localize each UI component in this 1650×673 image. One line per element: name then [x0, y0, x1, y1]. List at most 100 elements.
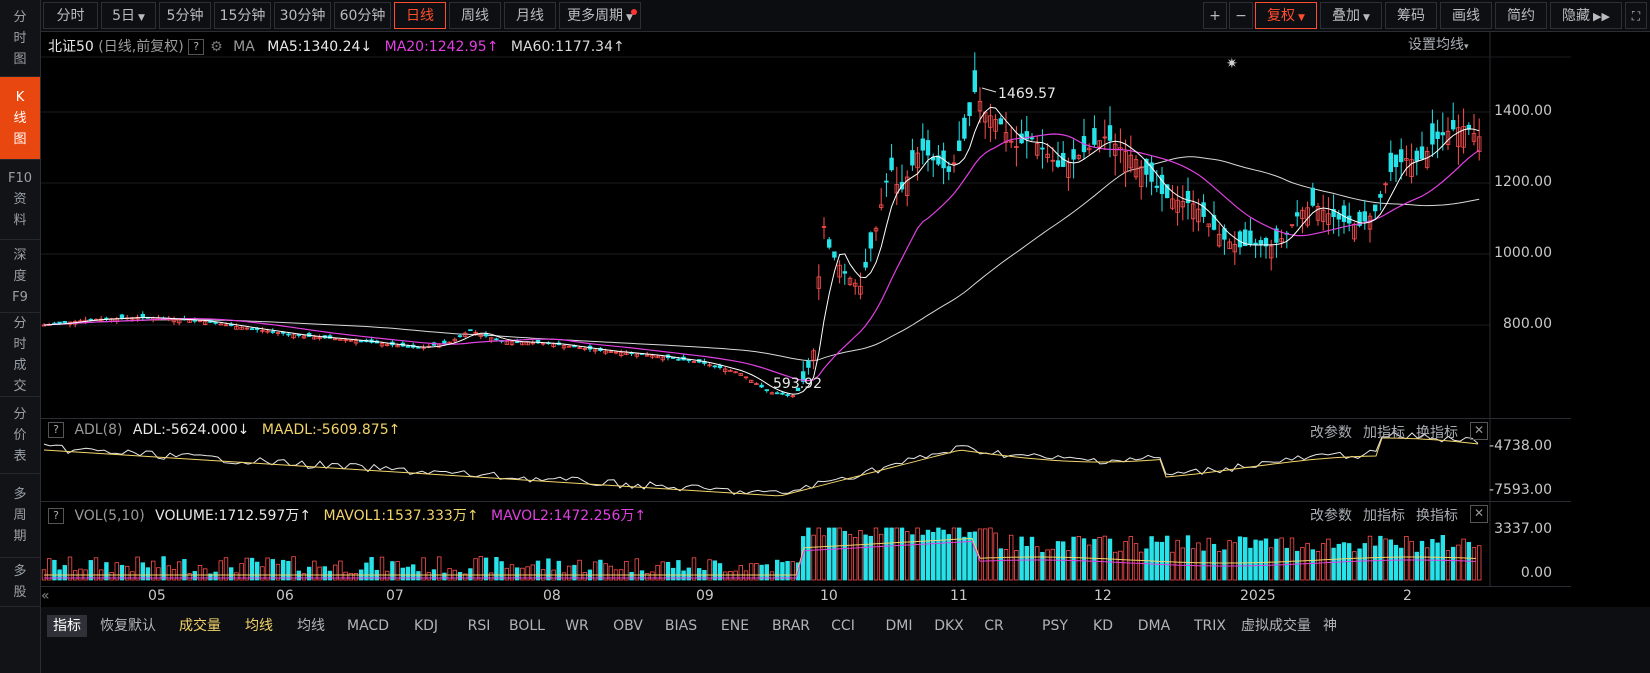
- hide-button[interactable]: 隐藏 ▶▶: [1550, 2, 1622, 29]
- indicator-tab-2[interactable]: 成交量: [179, 618, 221, 634]
- period-tab-weekly[interactable]: 周线: [449, 2, 501, 29]
- help-icon[interactable]: ?: [188, 39, 205, 55]
- vol-name: VOL(5,10): [74, 508, 145, 524]
- ma-settings-button[interactable]: 设置均线▾: [1408, 34, 1469, 54]
- indicator-tab-12[interactable]: ENE: [720, 618, 750, 634]
- period-tab-15min[interactable]: 15分钟: [214, 2, 271, 29]
- sidebar-item-1[interactable]: K 线 图: [0, 77, 40, 160]
- indicator-tab-13[interactable]: BRAR: [771, 618, 811, 634]
- period-tab-60min[interactable]: 60分钟: [334, 2, 391, 29]
- scroll-left-icon[interactable]: «: [41, 588, 50, 604]
- indicator-tab-20[interactable]: DMA: [1137, 618, 1171, 634]
- vol-switch-indicator-button[interactable]: 换指标: [1416, 508, 1458, 524]
- sidebar-item-7[interactable]: 多 股: [0, 558, 40, 607]
- tab-label: 60分钟: [339, 8, 386, 24]
- gear-icon[interactable]: ⚙: [210, 39, 223, 55]
- period-tab-daily[interactable]: 日线: [394, 2, 446, 29]
- sidebar-item-4[interactable]: 分 时 成 交: [0, 313, 40, 397]
- volume-bar: [140, 562, 145, 581]
- volume-bar: [785, 560, 790, 581]
- sidebar-item-6[interactable]: 多 周 期: [0, 474, 40, 558]
- candle-body: [717, 365, 723, 369]
- indicator-tab-10[interactable]: OBV: [613, 618, 643, 634]
- indicator-tab-18[interactable]: PSY: [1042, 618, 1068, 634]
- candle-body: [119, 314, 125, 319]
- indicator-tab-22[interactable]: 虚拟成交量: [1241, 618, 1311, 634]
- adl-add-indicator-button[interactable]: 加指标: [1363, 425, 1405, 441]
- volume-bar: [509, 564, 515, 581]
- simple-mode-button[interactable]: 简约: [1495, 2, 1547, 29]
- candle-body: [811, 350, 816, 361]
- overlay-button[interactable]: 叠加 ▼: [1320, 2, 1382, 29]
- candle-body: [1279, 238, 1284, 243]
- candle-body: [275, 332, 281, 334]
- zoom-in-button[interactable]: +: [1203, 2, 1227, 29]
- adl-switch-indicator-button[interactable]: 换指标: [1416, 425, 1458, 441]
- volume-bar: [1295, 550, 1300, 581]
- volume-bar: [1445, 550, 1451, 581]
- vol-add-indicator-button[interactable]: 加指标: [1363, 508, 1405, 524]
- volume-bar: [1040, 551, 1045, 581]
- button-label: 简约: [1507, 8, 1535, 24]
- zoom-out-button[interactable]: −: [1229, 2, 1253, 29]
- period-tab-5min[interactable]: 5分钟: [159, 2, 211, 29]
- volume-bar: [1404, 536, 1409, 581]
- tab-label: 5日: [112, 8, 135, 24]
- adl-close-icon[interactable]: ✕: [1470, 422, 1488, 440]
- period-tab-5day[interactable]: 5日 ▼: [101, 2, 156, 29]
- indicator-tab-9[interactable]: WR: [565, 618, 589, 634]
- sidebar-item-3[interactable]: 深 度 F9: [0, 240, 40, 313]
- candle-body: [1404, 158, 1409, 161]
- candle-body: [223, 324, 229, 327]
- volume-bar: [962, 536, 967, 581]
- indicator-tab-4[interactable]: 均线: [297, 618, 325, 634]
- period-tab-intraday[interactable]: 分时: [43, 2, 98, 29]
- period-tab-monthly[interactable]: 月线: [504, 2, 556, 29]
- volume-bar: [899, 527, 905, 581]
- indicator-tab-0[interactable]: 指标: [47, 615, 87, 637]
- indicator-tab-11[interactable]: BIAS: [664, 618, 698, 634]
- candle-body: [931, 156, 936, 161]
- indicator-tabbar: 指标 恢复默认 成交量 均线 均线 MACD KDJ RSI BOLL WR OBV BIAS ENE B…: [41, 607, 1650, 673]
- period-tab-more[interactable]: 更多周期 ▼: [559, 2, 641, 29]
- indicator-tab-15[interactable]: DMI: [885, 618, 913, 634]
- indicator-tab-17[interactable]: CR: [984, 618, 1004, 634]
- period-tab-30min[interactable]: 30分钟: [274, 2, 331, 29]
- sidebar-item-2[interactable]: F10 资 料: [0, 160, 40, 240]
- ma60-path: [43, 156, 1480, 362]
- indicator-tab-7[interactable]: RSI: [467, 618, 491, 634]
- adjust-button[interactable]: 复权 ▼: [1255, 2, 1317, 29]
- volume-bar: [1133, 543, 1139, 581]
- chips-button[interactable]: 筹码: [1385, 2, 1437, 29]
- help-icon[interactable]: ?: [48, 422, 64, 438]
- indicator-tab-6[interactable]: KDJ: [413, 618, 439, 634]
- candle-body: [561, 345, 567, 349]
- tab-label: 更多周期: [567, 8, 624, 24]
- indicator-tab-19[interactable]: KD: [1093, 618, 1113, 634]
- indicator-tab-3[interactable]: 均线: [245, 618, 273, 634]
- indicator-tab-8[interactable]: BOLL: [509, 618, 545, 634]
- draw-line-button[interactable]: 画线: [1440, 2, 1492, 29]
- indicator-tab-1[interactable]: 恢复默认: [100, 618, 156, 634]
- candle-body: [358, 340, 364, 343]
- vol-params-button[interactable]: 改参数: [1310, 508, 1352, 524]
- fullscreen-button[interactable]: ⛶: [1625, 2, 1647, 29]
- indicator-tab-14[interactable]: CCI: [831, 618, 855, 634]
- sidebar-item-5[interactable]: 分 价 表: [0, 397, 40, 474]
- volume-bar: [249, 557, 255, 581]
- candle-body: [478, 333, 483, 337]
- adl-params-button[interactable]: 改参数: [1310, 425, 1352, 441]
- help-icon[interactable]: ?: [48, 508, 64, 524]
- kline-chart[interactable]: [0, 0, 1650, 607]
- volume-bar: [301, 573, 307, 581]
- arrow-up-icon: ↑: [612, 39, 625, 55]
- indicator-tab-21[interactable]: TRIX: [1194, 618, 1226, 634]
- vol-close-icon[interactable]: ✕: [1470, 505, 1488, 523]
- volume-bar: [567, 565, 572, 581]
- volume-bar: [1211, 543, 1217, 581]
- indicator-tab-23[interactable]: 神: [1323, 618, 1337, 634]
- arrow-up-icon: ↑: [388, 422, 401, 438]
- indicator-tab-5[interactable]: MACD: [347, 618, 389, 634]
- indicator-tab-16[interactable]: DKX: [934, 618, 964, 634]
- sidebar-item-0[interactable]: 分 时 图: [0, 0, 40, 77]
